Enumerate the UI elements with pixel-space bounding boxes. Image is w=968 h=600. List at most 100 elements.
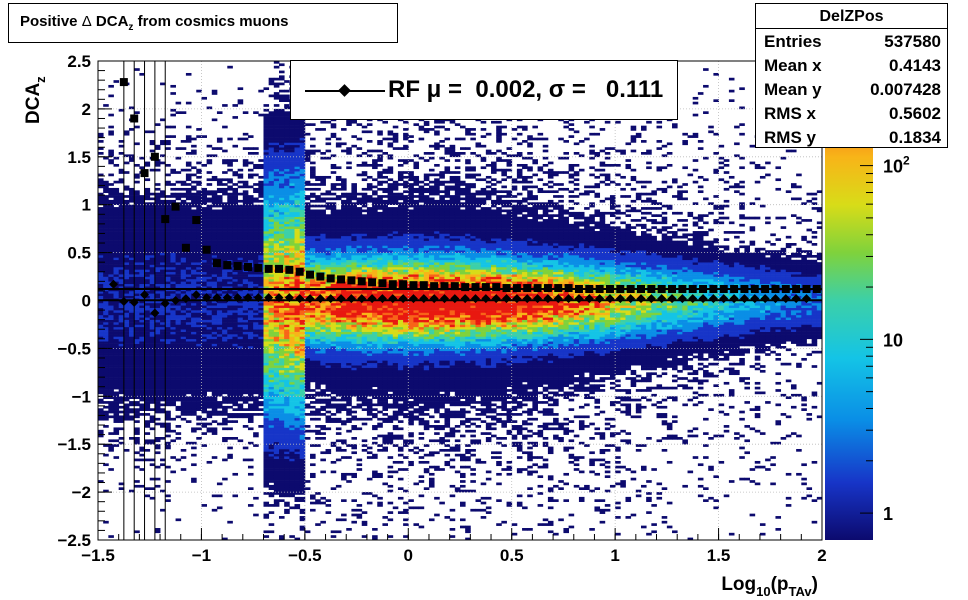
heatmap-cell xyxy=(284,187,290,191)
heatmap-cell xyxy=(237,250,244,253)
heatmap-cell xyxy=(144,240,151,244)
heatmap-cell xyxy=(154,334,161,337)
heatmap-cell xyxy=(227,302,233,306)
heatmap-cell xyxy=(139,331,145,335)
heatmap-cell xyxy=(253,221,259,225)
heatmap-cell xyxy=(242,310,249,313)
heatmap-cell xyxy=(160,190,166,194)
heatmap-cell xyxy=(165,434,171,438)
heatmap-cell xyxy=(108,202,114,205)
heatmap-cell xyxy=(123,396,130,399)
heatmap-cell xyxy=(263,209,270,213)
heatmap-cell xyxy=(196,346,202,349)
heatmap-cell xyxy=(242,307,249,311)
heatmap-cell xyxy=(227,247,233,251)
heatmap-cell xyxy=(222,171,228,174)
heatmap-cell xyxy=(170,259,176,263)
heatmap-cell xyxy=(191,379,197,383)
heatmap-cell xyxy=(201,197,207,201)
heatmap-cell xyxy=(165,245,171,249)
heatmap-cell xyxy=(144,247,151,251)
heatmap-cell xyxy=(103,463,109,467)
heatmap-cell xyxy=(154,271,161,275)
heatmap-cell xyxy=(284,439,290,443)
heatmap-cell xyxy=(154,238,161,241)
heatmap-cell xyxy=(103,334,109,337)
heatmap-cell xyxy=(129,360,135,364)
heatmap-cell xyxy=(237,223,244,227)
heatmap-cell xyxy=(284,147,290,150)
heatmap-cell xyxy=(294,211,301,215)
heatmap-cell xyxy=(144,255,151,258)
heatmap-cell xyxy=(160,324,166,328)
heatmap-cell xyxy=(247,257,254,261)
heatmap-cell xyxy=(154,410,161,414)
heatmap-cell xyxy=(273,499,280,502)
heatmap-cell xyxy=(196,204,202,208)
heatmap-cell xyxy=(227,336,233,340)
heatmap-cell xyxy=(263,140,270,143)
heatmap-cell xyxy=(273,439,280,443)
heatmap-cell xyxy=(232,173,239,177)
heatmap-cell xyxy=(98,269,104,273)
heatmap-cell xyxy=(149,293,156,296)
heatmap-cell xyxy=(284,255,290,258)
heatmap-cells xyxy=(98,61,822,540)
heatmap-cell xyxy=(123,448,130,452)
heatmap-cell xyxy=(247,223,254,227)
heatmap-cell xyxy=(268,171,275,174)
heatmap-cell xyxy=(237,305,244,308)
heatmap-cell xyxy=(175,362,182,366)
heatmap-cell xyxy=(232,300,239,304)
heatmap-cell xyxy=(310,252,316,256)
heatmap-cell xyxy=(175,257,182,261)
heatmap-cell xyxy=(222,377,228,380)
heatmap-cell xyxy=(279,281,285,285)
heatmap-cell xyxy=(299,489,306,493)
heatmap-cell xyxy=(279,195,285,198)
heatmap-cell xyxy=(279,271,285,275)
heatmap-cell xyxy=(294,480,301,483)
heatmap-cell xyxy=(263,190,270,194)
heatmap-cell xyxy=(113,310,120,313)
heatmap-cell xyxy=(216,281,223,285)
heatmap-cell xyxy=(289,147,295,150)
heatmap-cell xyxy=(129,346,135,349)
heatmap-cell xyxy=(139,338,145,342)
heatmap-cell xyxy=(103,195,109,198)
heatmap-cell xyxy=(279,357,285,361)
heatmap-cell xyxy=(273,413,280,416)
heatmap-cell xyxy=(201,300,207,304)
heatmap-cell xyxy=(118,262,125,265)
heatmap-cell xyxy=(154,530,161,534)
heatmap-cell xyxy=(134,439,140,443)
heatmap-cell xyxy=(170,183,176,186)
heatmap-cell xyxy=(304,221,311,225)
heatmap-cell xyxy=(134,295,140,299)
heatmap-cell xyxy=(134,377,140,380)
heatmap-cell xyxy=(268,219,275,222)
heatmap-cell xyxy=(253,302,259,306)
heatmap-cell xyxy=(279,214,285,217)
heatmap-cell xyxy=(304,413,311,416)
heatmap-cell xyxy=(247,465,254,469)
heatmap-cell xyxy=(310,281,316,285)
heatmap-cell xyxy=(154,439,161,443)
heatmap-cell xyxy=(263,453,270,457)
heatmap-cell xyxy=(216,180,223,184)
heatmap-cell xyxy=(263,348,270,352)
heatmap-cell xyxy=(222,374,228,378)
heatmap-cell xyxy=(191,209,197,213)
heatmap-cell xyxy=(165,202,171,205)
heatmap-cell xyxy=(113,396,120,399)
heatmap-cell xyxy=(134,451,140,455)
heatmap-cell xyxy=(123,410,130,414)
heatmap-cell xyxy=(227,310,233,313)
heatmap-cell xyxy=(222,192,228,196)
heatmap-cell xyxy=(279,204,285,208)
heatmap-cell xyxy=(185,341,192,344)
heatmap-cell xyxy=(160,235,166,239)
heatmap-cell xyxy=(279,247,285,251)
heatmap-cell xyxy=(263,460,270,464)
heatmap-cell xyxy=(232,355,239,359)
